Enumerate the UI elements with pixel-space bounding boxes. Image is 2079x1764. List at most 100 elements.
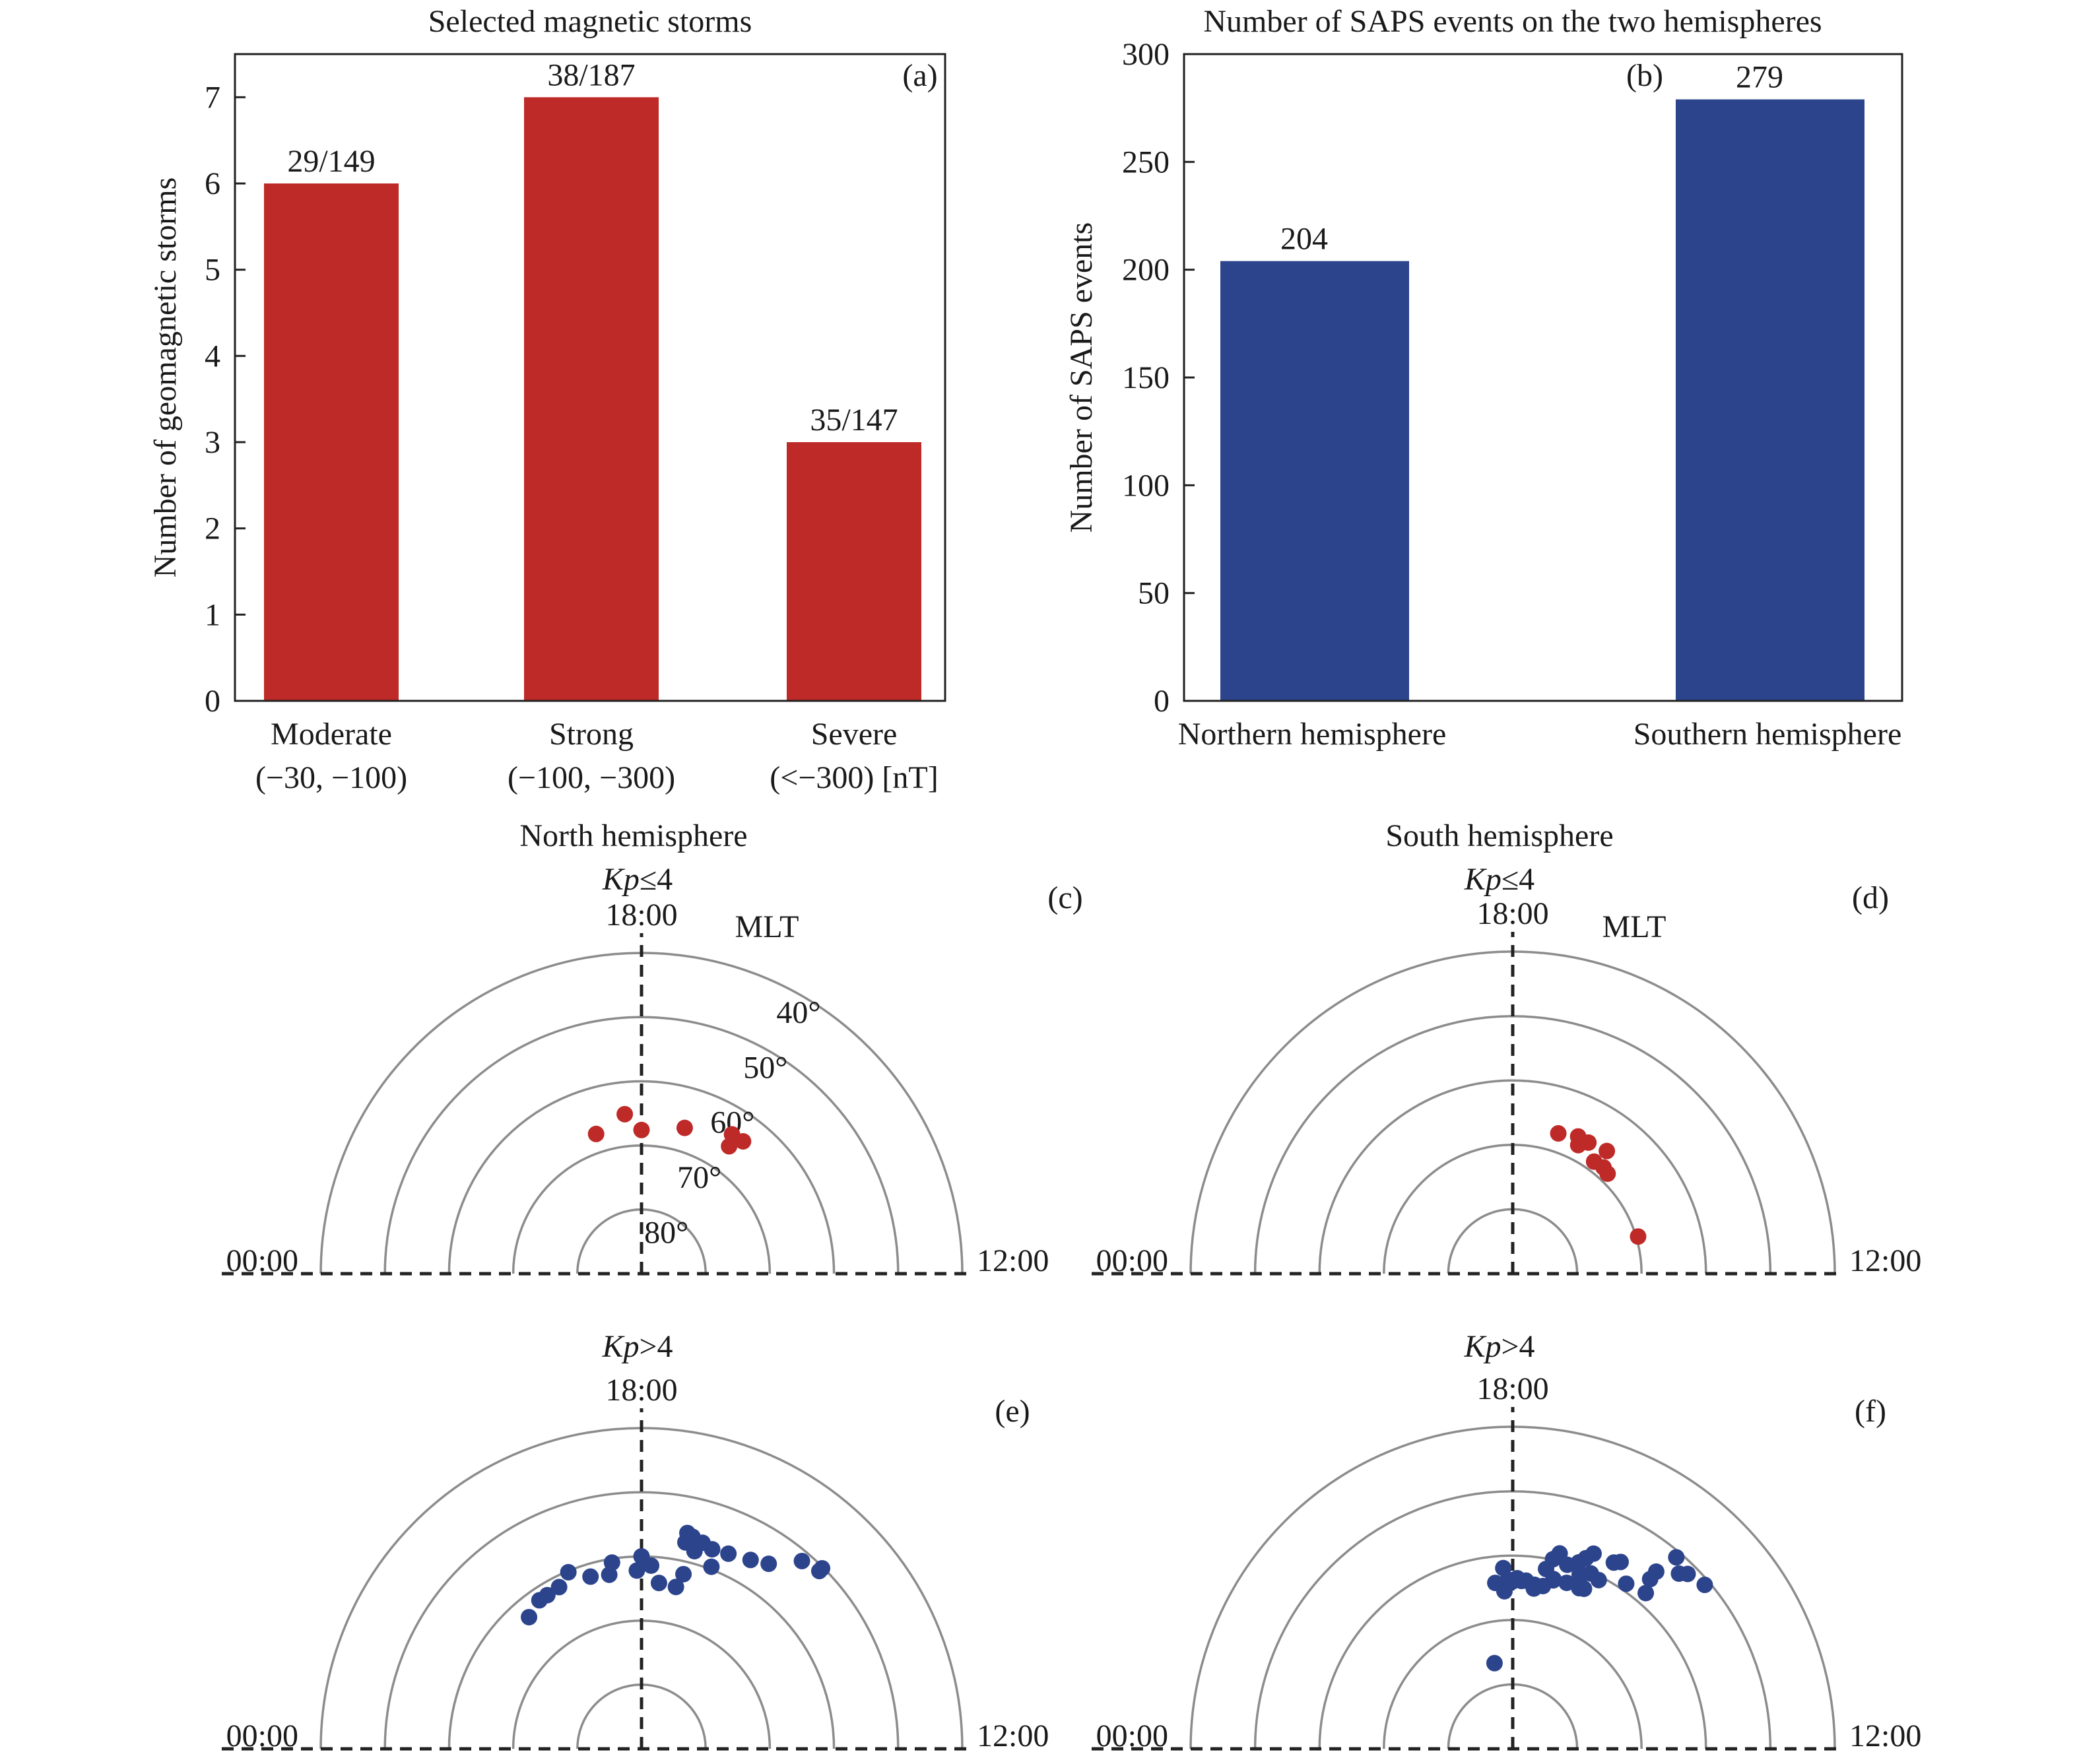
data-point-1	[1696, 1577, 1713, 1594]
ytick-label-a: 3	[205, 425, 220, 460]
mlt-label-top: 18:00	[605, 898, 677, 932]
data-point-1	[1599, 1142, 1616, 1160]
panel-e-tag: (e)	[995, 1394, 1030, 1429]
bar-label-b-2: 279	[1736, 60, 1783, 95]
lat-ring-50	[383, 1491, 900, 1749]
panel-c-polar-plot: North hemisphere Kp≤4 (c) MLT 18:00 00:00…	[222, 818, 1083, 1278]
data-point-3	[720, 1545, 737, 1562]
panel-a-plot-frame	[234, 53, 946, 702]
data-point-1	[760, 1555, 777, 1573]
xtick-label-a: (−100, −300)	[508, 760, 675, 795]
ytick-label-a: 6	[205, 166, 220, 201]
data-point-25	[550, 1579, 568, 1596]
data-point-8	[1599, 1165, 1616, 1182]
panel-a-bars: 29/149 38/187 35/147	[264, 57, 921, 702]
scatter-points	[1550, 1125, 1647, 1245]
panel-b-title: Number of SAPS events on the two hemisph…	[1203, 4, 1822, 39]
lat-ring-60	[1318, 1554, 1707, 1749]
lat-label-40: 40°	[776, 995, 820, 1030]
ytick-label-b: 100	[1122, 468, 1170, 503]
data-point-40	[1486, 1654, 1503, 1672]
data-point-4	[676, 1119, 693, 1136]
data-point-18	[1571, 1580, 1588, 1597]
data-point-15	[675, 1565, 692, 1583]
panel-b-plot-frame	[1183, 53, 1903, 702]
panel-a-ylabel: Number of geomagnetic storms	[148, 178, 183, 578]
mlt-label-left: 00:00	[226, 1243, 298, 1278]
panel-d-title: South hemisphere	[1385, 818, 1613, 853]
mlt-label-top: 18:00	[605, 1373, 677, 1408]
panel-b-bars: 204 279	[1220, 60, 1864, 702]
data-point-36	[1495, 1559, 1512, 1577]
panel-e-condition: Kp>4	[601, 1329, 673, 1364]
panel-a-tag: (a)	[902, 58, 937, 93]
data-point-27	[531, 1592, 548, 1609]
panel-d-condition: Kp≤4	[1464, 862, 1534, 897]
data-point-6	[616, 1105, 634, 1123]
data-point-3	[721, 1138, 738, 1155]
lat-label-50: 50°	[743, 1050, 787, 1085]
mlt-label-top: 18:00	[1476, 1371, 1548, 1406]
data-point-17	[667, 1579, 684, 1596]
data-point-24	[560, 1563, 577, 1581]
bar-label-b-1: 204	[1280, 222, 1328, 257]
data-point-20	[628, 1562, 645, 1579]
mlt-label-left: 00:00	[226, 1718, 298, 1753]
mlt-label-right: 12:00	[1849, 1718, 1921, 1753]
panel-d-mlt-unit: MLT	[1602, 909, 1666, 944]
ytick-label-a: 4	[205, 339, 220, 374]
panel-b-tag: (b)	[1626, 58, 1663, 93]
lat-label-70: 70°	[677, 1160, 721, 1195]
panel-c-mlt-unit: MLT	[735, 909, 799, 944]
panel-c-tag: (c)	[1047, 880, 1082, 915]
ytick-label-a: 5	[205, 253, 220, 288]
data-point-28	[521, 1608, 538, 1625]
xtick-label-a: (<−300) [nT]	[770, 760, 938, 795]
mlt-label-right: 12:00	[977, 1243, 1049, 1278]
lat-ring-50	[383, 1016, 900, 1274]
bar-a-2	[524, 97, 659, 702]
data-point-3	[1670, 1565, 1688, 1583]
xtick-label-a: (−30, −100)	[255, 760, 407, 795]
bar-a-3	[787, 442, 921, 701]
data-point-21	[1570, 1554, 1587, 1571]
panel-b-x-ticks: Northern hemisphere Southern hemisphere	[1178, 717, 1902, 752]
data-point-2	[742, 1552, 759, 1569]
bar-label-a-1: 29/149	[287, 144, 375, 179]
mlt-label-top: 18:00	[1476, 896, 1548, 931]
xtick-label-a: Moderate	[271, 717, 392, 752]
bar-label-a-2: 38/187	[547, 57, 635, 92]
data-point-9	[1637, 1584, 1655, 1602]
data-point-7	[587, 1125, 605, 1142]
panel-a-x-ticks: Moderate (−30, −100) Strong (−100, −300) Sev…	[255, 717, 939, 795]
ytick-label-b: 0	[1154, 684, 1170, 719]
xtick-label-a: Strong	[549, 717, 634, 752]
mlt-label-right: 12:00	[1849, 1243, 1921, 1278]
data-point-11	[1605, 1554, 1622, 1571]
data-point-29	[1551, 1545, 1568, 1562]
mlt-label-left: 00:00	[1096, 1718, 1168, 1753]
ytick-label-a: 0	[205, 684, 220, 719]
ytick-label-b: 200	[1122, 253, 1170, 288]
bar-label-a-3: 35/147	[810, 403, 898, 438]
panel-b-ylabel: Number of SAPS events	[1064, 222, 1099, 533]
data-point-18	[650, 1575, 667, 1592]
lat-labels: 40°50°60°70°80°	[644, 995, 820, 1250]
lat-ring-60	[1318, 1079, 1707, 1274]
mlt-label-right: 12:00	[977, 1718, 1049, 1753]
ytick-label-b: 300	[1122, 37, 1170, 72]
panel-f-tag: (f)	[1855, 1394, 1886, 1429]
scatter-points	[587, 1105, 752, 1155]
bar-a-1	[264, 183, 399, 701]
panel-e-polar-plot: Kp>4 (e) 18:00 00:00 12:00	[222, 1329, 1049, 1753]
panel-a-y-ticks: 0 1 2 3 4 5 6 7	[205, 80, 246, 719]
ytick-label-b: 50	[1138, 576, 1170, 611]
data-point-39	[1487, 1575, 1504, 1592]
panel-d-tag: (d)	[1852, 880, 1889, 915]
data-point-5	[633, 1121, 650, 1138]
data-point-5	[1569, 1136, 1587, 1154]
data-point-4	[1668, 1549, 1685, 1566]
panel-d-polar-plot: South hemisphere Kp≤4 (d) MLT 18:00 00:00…	[1092, 818, 1921, 1278]
xtick-label-b: Northern hemisphere	[1178, 717, 1447, 752]
